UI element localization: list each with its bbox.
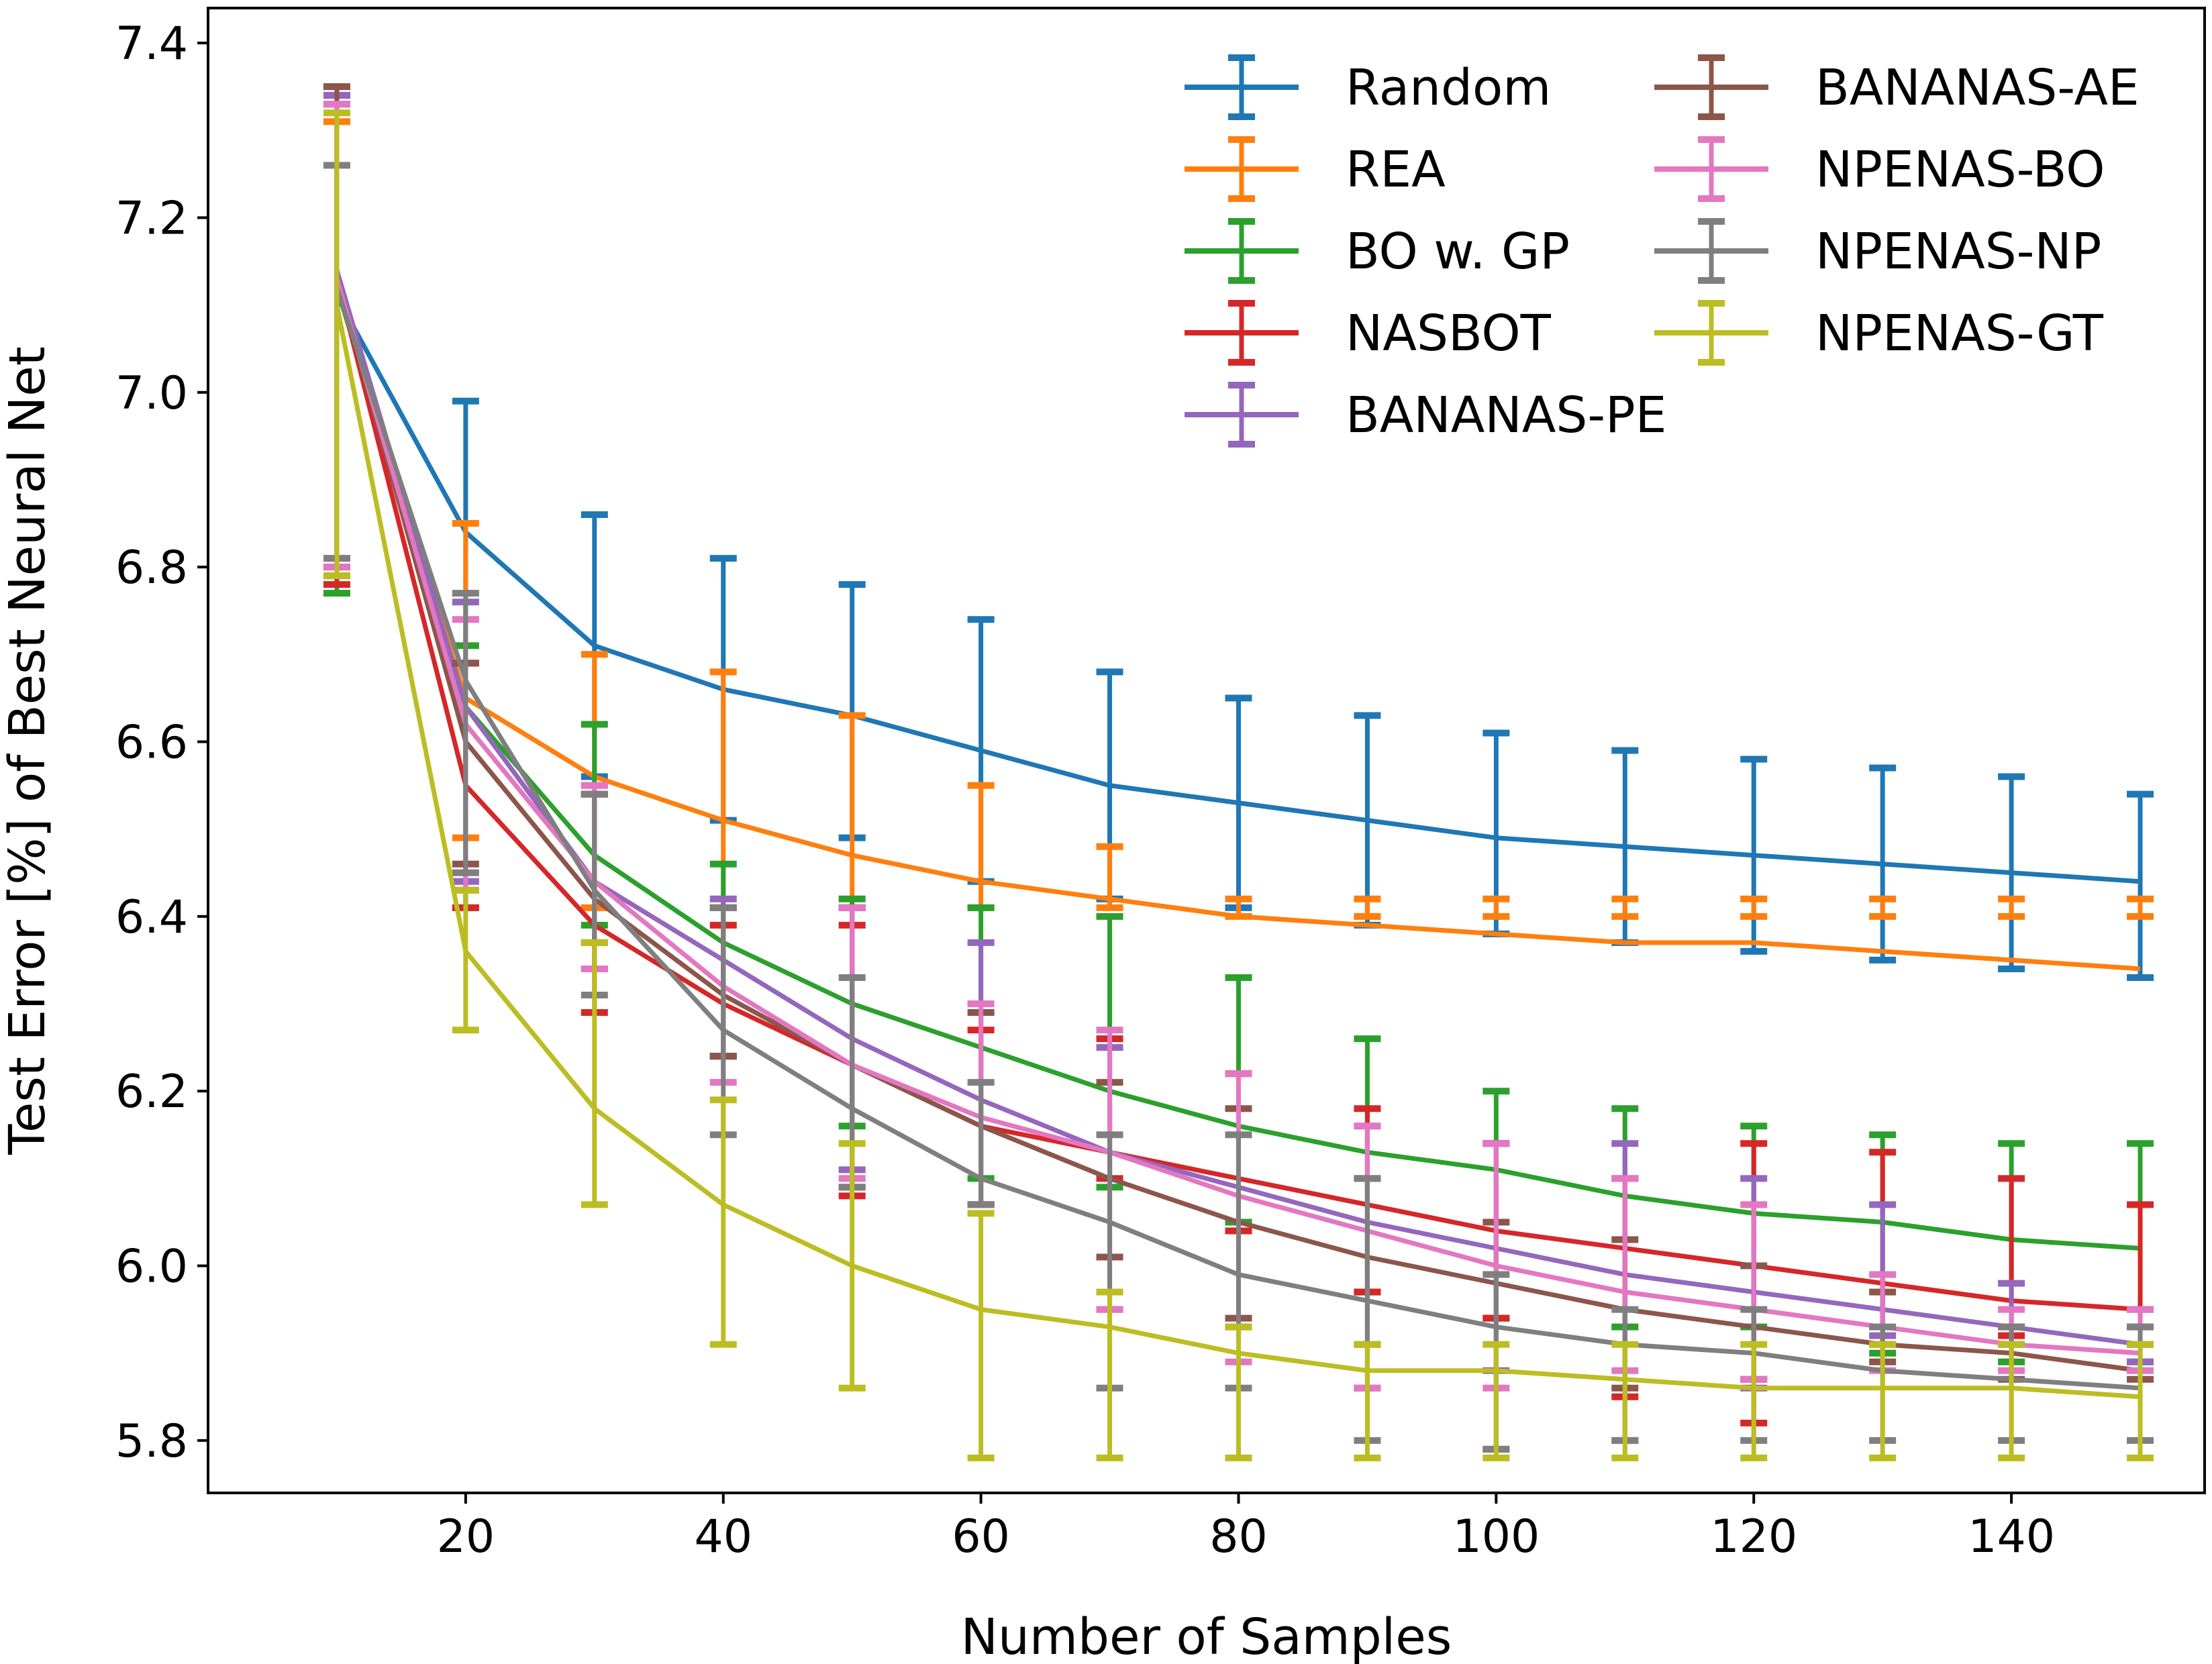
y-tick-label: 7.2: [115, 192, 188, 245]
tick-layer: 20 40 60 80 100 120 140 5.8 6.0 6.2 6.4 6.6 6.8 7.0 7.…: [115, 17, 2055, 1563]
y-axis-label: Test Error [%] of Best Neural Net: [0, 346, 56, 1155]
error-bar-rea-120: [1740, 895, 1768, 943]
error-bar-npenas-gt-10: [323, 109, 350, 580]
legend-label: REA: [1346, 141, 1446, 199]
legend-label: BANANAS-AE: [1815, 59, 2140, 117]
error-bar-npenas-gt-120: [1740, 1341, 1768, 1461]
error-bar-rea-130: [1869, 895, 1897, 952]
error-bar-rea-80: [1225, 895, 1252, 920]
error-bar-npenas-gt-130: [1869, 1341, 1897, 1461]
legend-item-bo-w-gp: BO w. GP: [1185, 218, 1570, 284]
error-bar-npenas-gt-60: [967, 1210, 995, 1461]
error-bar-npenas-gt-90: [1354, 1341, 1381, 1461]
error-bar-npenas-gt-140: [1998, 1341, 2025, 1461]
x-tick-label: 20: [437, 1510, 495, 1563]
legend-item-rea: REA: [1185, 136, 1446, 202]
x-axis-label: Number of Samples: [961, 1608, 1452, 1664]
legend-label: BO w. GP: [1346, 223, 1570, 280]
error-bar-npenas-gt-110: [1611, 1341, 1639, 1461]
error-bar-rea-100: [1482, 895, 1510, 934]
error-bar-npenas-np-60: [967, 1079, 995, 1208]
error-bar-random-130: [1869, 764, 1897, 964]
y-tick-label: 5.8: [115, 1415, 188, 1468]
x-tick-label: 40: [694, 1510, 752, 1563]
legend-item-nasbot: NASBOT: [1185, 300, 1552, 366]
y-tick-label: 7.0: [115, 367, 188, 420]
error-bar-rea-150: [2127, 895, 2154, 970]
error-bar-npenas-gt-80: [1225, 1323, 1252, 1461]
x-tick-label: 60: [952, 1510, 1010, 1563]
error-bar-rea-70: [1096, 843, 1123, 911]
error-bar-npenas-gt-30: [581, 939, 608, 1208]
plot-frame: [207, 7, 2206, 1494]
x-tick-label: 100: [1452, 1510, 1540, 1563]
error-bar-random-150: [2127, 790, 2154, 981]
series-layer: [323, 83, 2154, 1461]
error-bar-random-140: [1998, 773, 2025, 972]
error-bar-npenas-gt-100: [1482, 1341, 1510, 1461]
series-rea: [323, 118, 2154, 972]
error-bar-npenas-gt-150: [2127, 1341, 2154, 1461]
legend-item-npenas-np: NPENAS-NP: [1654, 218, 2101, 284]
legend: Random REA BO w. GP NASBOT BANANAS-PE BANANAS…: [1185, 54, 2140, 448]
y-tick-label: 6.2: [115, 1065, 188, 1119]
error-bar-rea-90: [1354, 895, 1381, 925]
legend-label: BANANAS-PE: [1346, 386, 1666, 444]
legend-item-npenas-gt: NPENAS-GT: [1654, 300, 2104, 366]
legend-item-bananas-pe: BANANAS-PE: [1185, 382, 1666, 448]
series-npenas-gt: [323, 109, 2154, 1461]
error-bar-npenas-gt-40: [709, 1096, 737, 1348]
legend-label: NASBOT: [1346, 305, 1552, 362]
y-tick-label: 6.6: [115, 716, 188, 769]
x-tick-label: 80: [1209, 1510, 1268, 1563]
legend-item-random: Random: [1185, 54, 1551, 120]
error-bar-npenas-gt-70: [1096, 1288, 1123, 1461]
error-bar-npenas-np-20: [452, 590, 479, 876]
error-bar-npenas-gt-50: [838, 1140, 866, 1392]
legend-label: NPENAS-NP: [1815, 223, 2101, 280]
y-tick-label: 6.4: [115, 891, 188, 944]
y-tick-label: 6.0: [115, 1241, 188, 1294]
error-bar-npenas-gt-20: [452, 886, 479, 1034]
legend-label: NPENAS-BO: [1815, 141, 2105, 199]
y-tick-label: 7.4: [115, 17, 188, 70]
legend-label: Random: [1346, 59, 1551, 117]
legend-item-npenas-bo: NPENAS-BO: [1654, 136, 2105, 202]
error-bar-rea-110: [1611, 895, 1639, 943]
x-tick-label: 140: [1968, 1510, 2055, 1563]
error-bar-rea-140: [1998, 895, 2025, 961]
legend-label: NPENAS-GT: [1815, 305, 2104, 362]
legend-item-bananas-ae: BANANAS-AE: [1654, 54, 2140, 120]
x-tick-label: 120: [1710, 1510, 1797, 1563]
y-tick-label: 6.8: [115, 541, 188, 594]
